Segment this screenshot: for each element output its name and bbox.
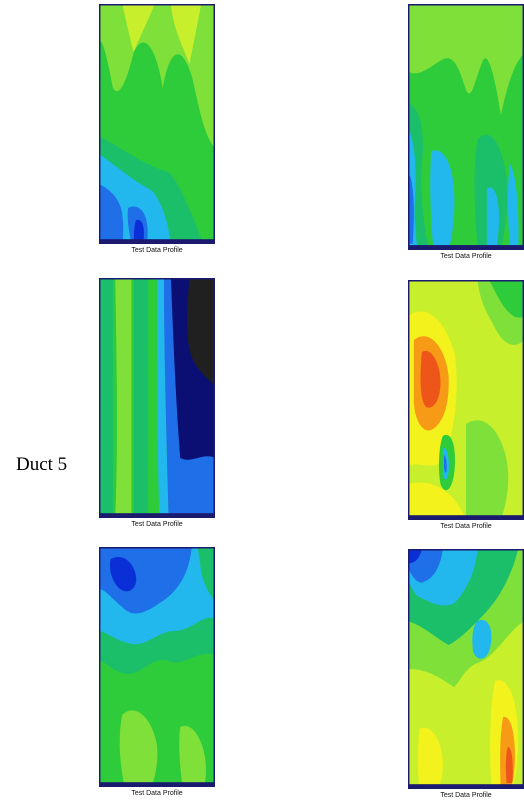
contour-image-6 [408,549,524,789]
contour-image-3 [99,278,215,518]
plot-caption-4: Test Data Profile [440,523,492,530]
contour-image-5 [99,547,215,787]
contour-plot-6: Test Data Profile [408,549,524,800]
plot-caption-1: Test Data Profile [131,247,183,254]
contour-image-4 [408,280,524,520]
row-label-duct-5: Duct 5 [16,454,68,475]
contour-image-2 [408,4,524,250]
contour-plot-5: Test Data Profile [99,547,215,798]
contour-plot-4: Test Data Profile [408,280,524,531]
plot-caption-3: Test Data Profile [131,521,183,528]
contour-plot-3: Test Data Profile [99,278,215,529]
contour-plot-2: Test Data Profile [408,4,524,261]
contour-image-1 [99,4,215,244]
plot-caption-2: Test Data Profile [440,253,492,260]
plot-caption-5: Test Data Profile [131,790,183,797]
contour-plot-1: Test Data Profile [99,4,215,255]
plot-caption-6: Test Data Profile [440,792,492,799]
